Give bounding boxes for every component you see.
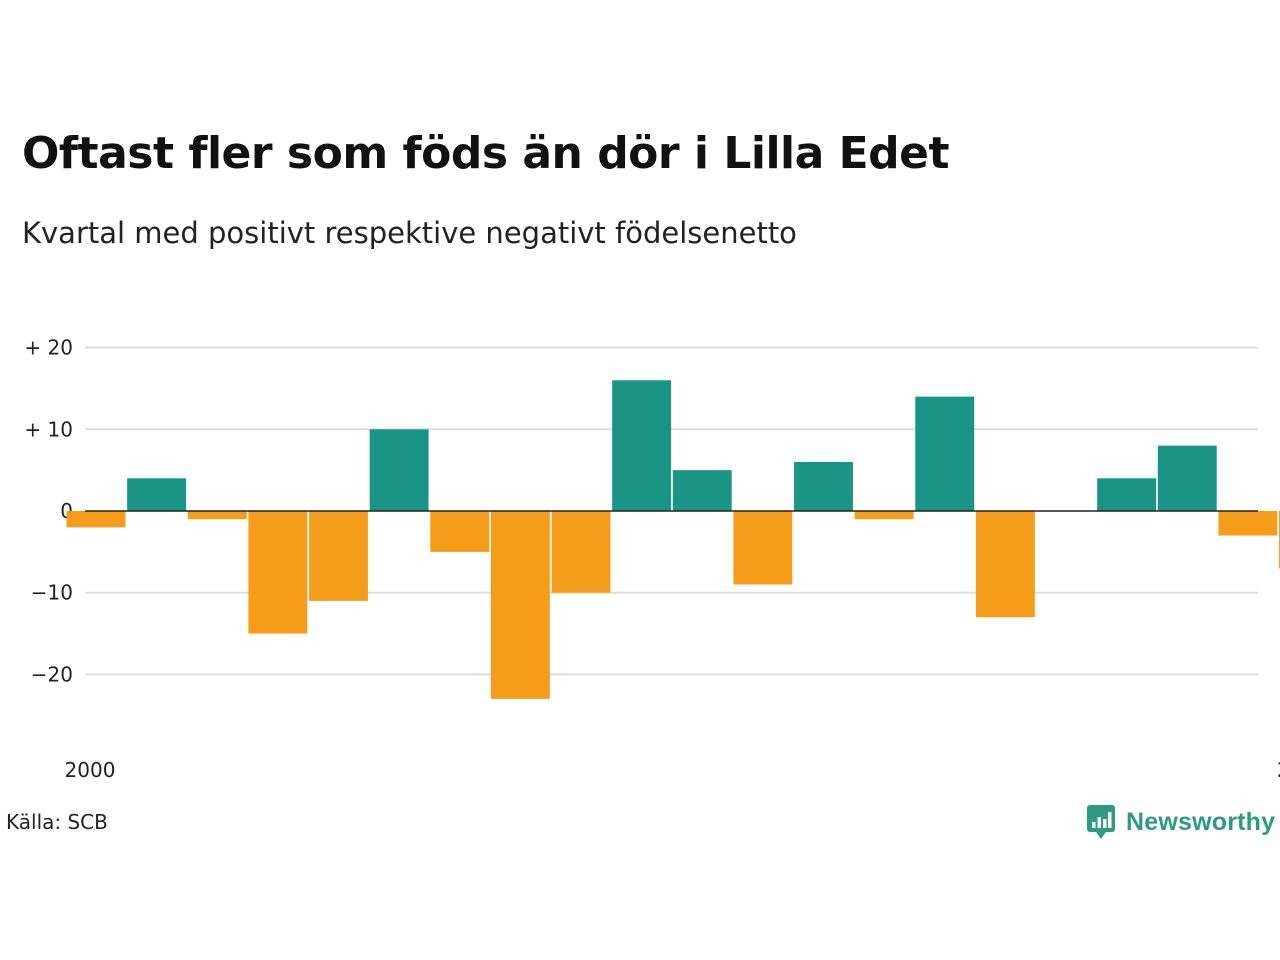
x-axis-ticks: 20002005201020152020 <box>65 758 1280 782</box>
bar-negative <box>430 511 490 552</box>
bar-chart: + 20+ 100−10−20 20002005201020152020 <box>24 336 1280 782</box>
bar-positive <box>915 396 975 511</box>
bar-negative <box>975 511 1035 618</box>
y-tick-label: −20 <box>31 662 73 686</box>
y-tick-label: + 20 <box>24 336 73 360</box>
bar-negative <box>309 511 368 601</box>
bar-negative <box>733 511 793 585</box>
source-note: Källa: SCB <box>6 810 108 834</box>
bar-negative <box>66 511 126 528</box>
chart-title: Oftast fler som föds än dör i Lilla Edet <box>22 128 950 179</box>
brand-logo: Newsworthy <box>1086 802 1275 842</box>
bar-negative <box>490 511 550 699</box>
bar-positive <box>794 461 853 511</box>
x-tick-label: 2005 <box>1277 758 1280 782</box>
bar-negative <box>551 511 611 593</box>
bar-positive <box>1097 478 1157 511</box>
y-tick-label: + 10 <box>24 417 73 441</box>
y-axis-ticks: + 20+ 100−10−20 <box>24 336 73 687</box>
bar-positive <box>127 478 187 511</box>
bar-negative <box>187 511 247 520</box>
newsworthy-logo-icon <box>1087 805 1115 839</box>
y-tick-label: −10 <box>31 581 73 605</box>
bars <box>66 380 1280 699</box>
bar-positive <box>1157 445 1217 511</box>
bar-negative <box>854 511 914 520</box>
bar-negative <box>248 511 308 634</box>
bar-positive <box>612 380 672 511</box>
bar-positive <box>672 470 732 511</box>
bar-negative <box>1218 511 1278 536</box>
bar-positive <box>369 429 429 511</box>
x-tick-label: 2000 <box>65 758 116 782</box>
brand-name: Newsworthy <box>1126 807 1276 836</box>
chart-subtitle: Kvartal med positivt respektive negativt… <box>22 216 797 250</box>
